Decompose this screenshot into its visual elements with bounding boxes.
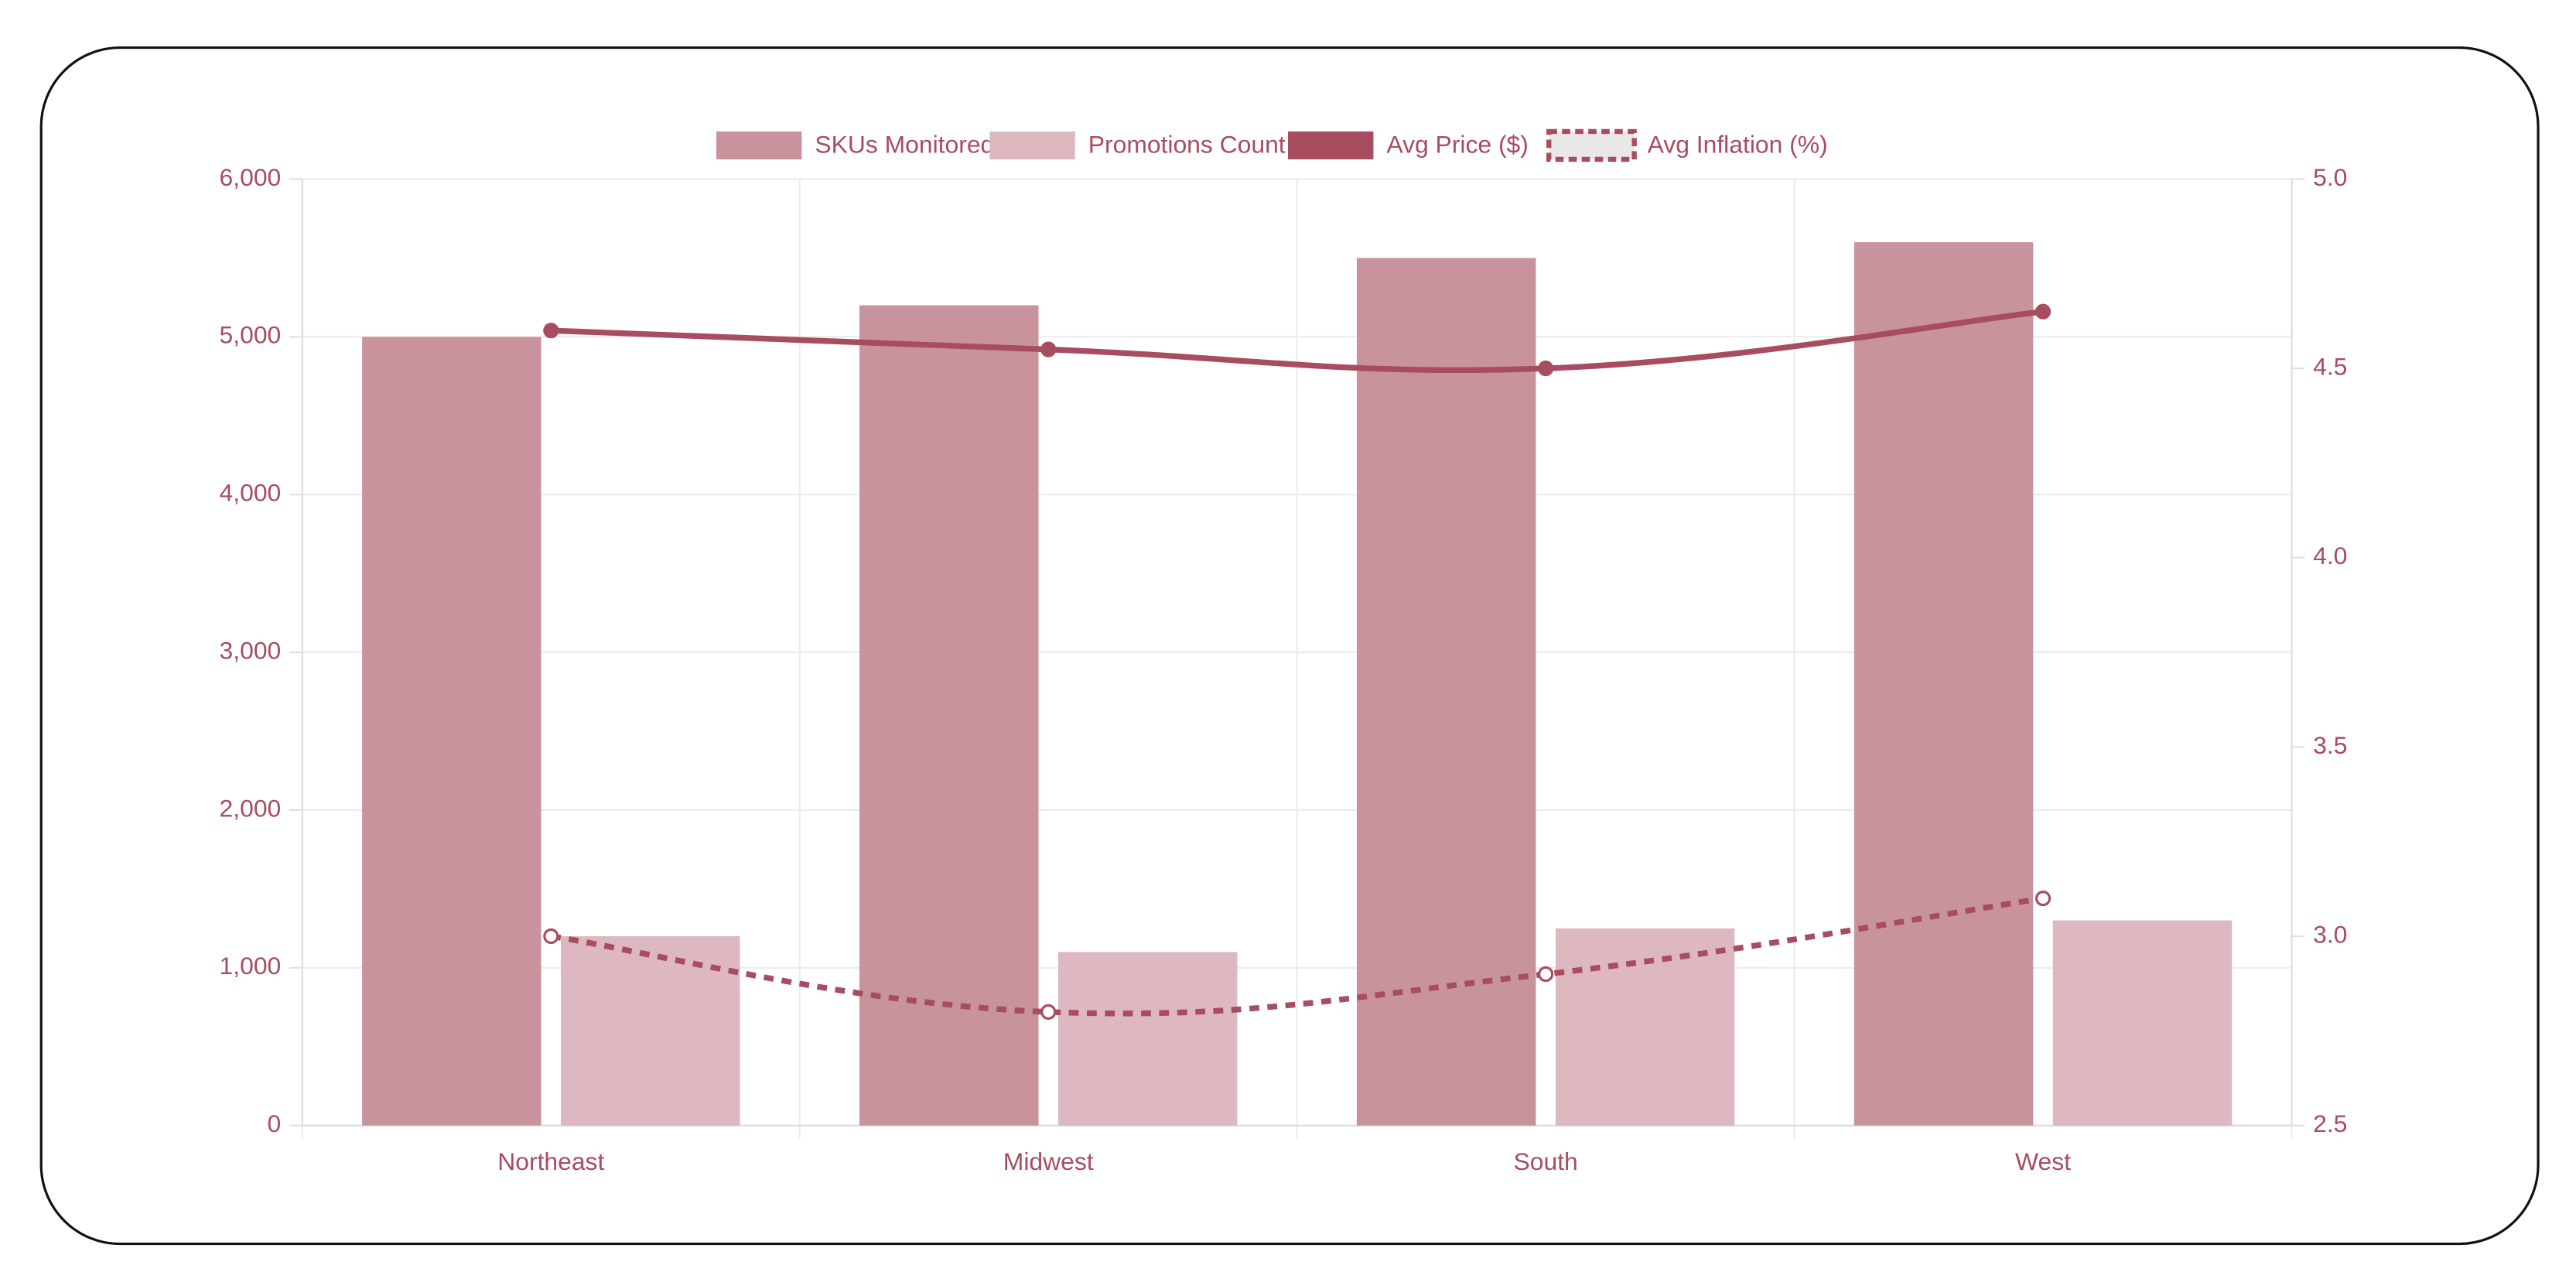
- legend-label[interactable]: Avg Price ($): [1386, 130, 1528, 158]
- bar: [561, 936, 740, 1126]
- point: [543, 928, 559, 945]
- point: [1040, 1004, 1057, 1020]
- bar: [2052, 920, 2233, 1126]
- line: [550, 895, 2044, 1017]
- y-tick-label: 2,000: [220, 794, 282, 822]
- point: [2034, 303, 2052, 320]
- y2-tick-label: 4.0: [2313, 542, 2347, 569]
- y-tick-label: 0: [268, 1110, 282, 1137]
- point: [1538, 966, 1554, 983]
- x-tick-label: South: [1514, 1147, 1578, 1175]
- point: [1040, 341, 1057, 357]
- point: [2034, 891, 2052, 907]
- legend-swatch: [716, 131, 802, 159]
- point: [1538, 361, 1554, 377]
- bar: [1057, 952, 1238, 1126]
- y2-tick-label: 3.0: [2313, 920, 2347, 948]
- y-tick-label: 3,000: [220, 636, 282, 664]
- legend-label[interactable]: SKUs Monitored: [815, 130, 994, 158]
- legend-label[interactable]: Promotions Count: [1088, 130, 1286, 158]
- y2-tick-label: 5.0: [2313, 163, 2347, 191]
- x-tick-label: Northeast: [497, 1147, 604, 1175]
- legend: SKUs Monitored Promotions Count Avg Price …: [716, 128, 1828, 162]
- y2-tick-label: 3.5: [2313, 731, 2347, 759]
- point: [543, 323, 559, 339]
- y-tick-label: 6,000: [220, 163, 282, 191]
- bar: [859, 305, 1039, 1126]
- y2-tick-label: 4.5: [2313, 353, 2347, 381]
- x-tick-label: West: [2015, 1147, 2071, 1175]
- y2-tick-label: 2.5: [2313, 1110, 2347, 1137]
- legend-swatch: [1546, 128, 1637, 162]
- line: [551, 309, 2044, 374]
- legend-label[interactable]: Avg Inflation (%): [1648, 130, 1828, 158]
- legend-swatch: [1288, 131, 1374, 159]
- x-tick-label: Midwest: [1003, 1147, 1094, 1175]
- y-tick-label: 1,000: [220, 952, 282, 980]
- y-tick-label: 4,000: [220, 479, 282, 507]
- y-tick-label: 5,000: [220, 321, 282, 349]
- bar: [1853, 242, 2034, 1126]
- bar: [362, 337, 542, 1126]
- legend-swatch: [989, 131, 1075, 159]
- bar: [1555, 928, 1735, 1126]
